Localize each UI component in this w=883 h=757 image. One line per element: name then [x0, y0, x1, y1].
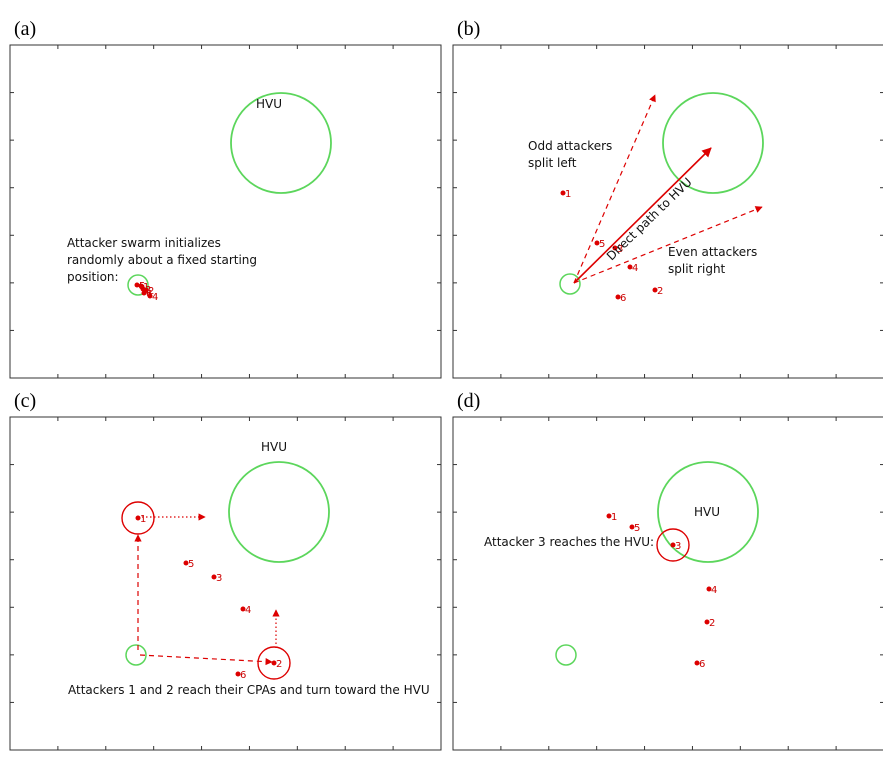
annotation: split right	[668, 262, 726, 276]
arrow	[573, 94, 656, 284]
annotation: Attackers 1 and 2 reach their CPAs and t…	[68, 683, 430, 697]
attacker-id: 2	[709, 618, 715, 629]
annotation: Odd attackers	[528, 139, 612, 153]
hvu-label: HVU	[256, 97, 282, 111]
plot-frame	[9, 416, 442, 751]
attacker-id: 1	[140, 514, 146, 525]
attacker	[594, 240, 600, 246]
panel-label: (d)	[457, 390, 480, 412]
attacker-id: 4	[245, 605, 251, 616]
attacker	[135, 515, 141, 521]
attacker-id: 2	[657, 286, 663, 297]
attacker-id: 5	[139, 281, 145, 292]
hvu-label: HVU	[261, 440, 287, 454]
attacker-id: 1	[143, 282, 149, 293]
attacker-id: 6	[620, 293, 626, 304]
attacker-id: 4	[711, 585, 717, 596]
attacker	[235, 671, 241, 677]
attacker-id: 6	[240, 670, 246, 681]
annotation: randomly about a fixed starting	[67, 253, 257, 267]
hvu-circle	[228, 461, 330, 563]
attacker-id: 6	[699, 659, 705, 670]
start-circle	[555, 644, 577, 666]
attacker	[240, 606, 246, 612]
arrow	[139, 654, 273, 666]
attacker-id: 3	[216, 573, 222, 584]
attacker	[141, 290, 147, 296]
attacker	[147, 293, 153, 299]
attacker-id: 5	[599, 239, 605, 250]
start-circle	[127, 274, 149, 296]
arrow	[573, 206, 763, 284]
attacker	[627, 264, 633, 270]
cpa-ring	[656, 528, 690, 562]
attacker	[134, 282, 140, 288]
attacker-id: 3	[675, 541, 681, 552]
panel: (c) HVU 1 2 3 4 5 6 Attackers 1 and 2 reach thei…	[9, 390, 442, 751]
attacker-id: 4	[632, 263, 638, 274]
attacker	[612, 245, 618, 251]
attacker	[140, 286, 146, 292]
panel-label: (c)	[14, 390, 36, 412]
cpa-ring	[121, 501, 155, 535]
attacker-id: 5	[634, 523, 640, 534]
attacker-id: 5	[188, 559, 194, 570]
annotation: position:	[67, 270, 119, 284]
attacker-id: 4	[152, 292, 158, 303]
plot-frame	[452, 44, 883, 379]
attacker	[629, 524, 635, 530]
cpa-ring	[257, 646, 291, 680]
attacker	[704, 619, 710, 625]
annotation: Attacker swarm initializes	[67, 236, 221, 250]
hvu-circle	[657, 461, 759, 563]
panel: (d) HVU 1 2 3 4 5 6 Attacker 3 reaches the HVU:	[452, 390, 883, 751]
panel-label: (a)	[14, 18, 36, 40]
attacker-id: 2	[276, 659, 282, 670]
plot-frame	[9, 44, 442, 379]
hvu-circle	[662, 92, 764, 194]
attacker-id: 6	[146, 289, 152, 300]
attacker	[706, 586, 712, 592]
attacker	[211, 574, 217, 580]
hvu-circle	[230, 92, 332, 194]
attacker-id: 1	[611, 512, 617, 523]
attacker	[615, 294, 621, 300]
annotation: Attacker 3 reaches the HVU:	[484, 535, 654, 549]
arrow	[573, 147, 712, 284]
plot-frame	[452, 416, 883, 751]
annotation: Even attackers	[668, 245, 757, 259]
hvu-label: HVU	[694, 505, 720, 519]
panel: (b) 1 2 34 5 6 Odd attackers split left Even att…	[452, 18, 883, 379]
start-circle	[125, 644, 147, 666]
annotation: split left	[528, 156, 577, 170]
attacker	[271, 660, 277, 666]
attacker-id: 1	[565, 189, 571, 200]
attacker-id: 3	[617, 244, 623, 255]
attacker	[670, 542, 676, 548]
attacker	[183, 560, 189, 566]
attacker	[694, 660, 700, 666]
attacker	[652, 287, 658, 293]
start-circle	[559, 273, 581, 295]
attacker	[606, 513, 612, 519]
attacker	[560, 190, 566, 196]
attacker-id: 2	[148, 286, 154, 297]
panel-label: (b)	[457, 18, 480, 40]
attacker-id: 3	[145, 285, 151, 296]
